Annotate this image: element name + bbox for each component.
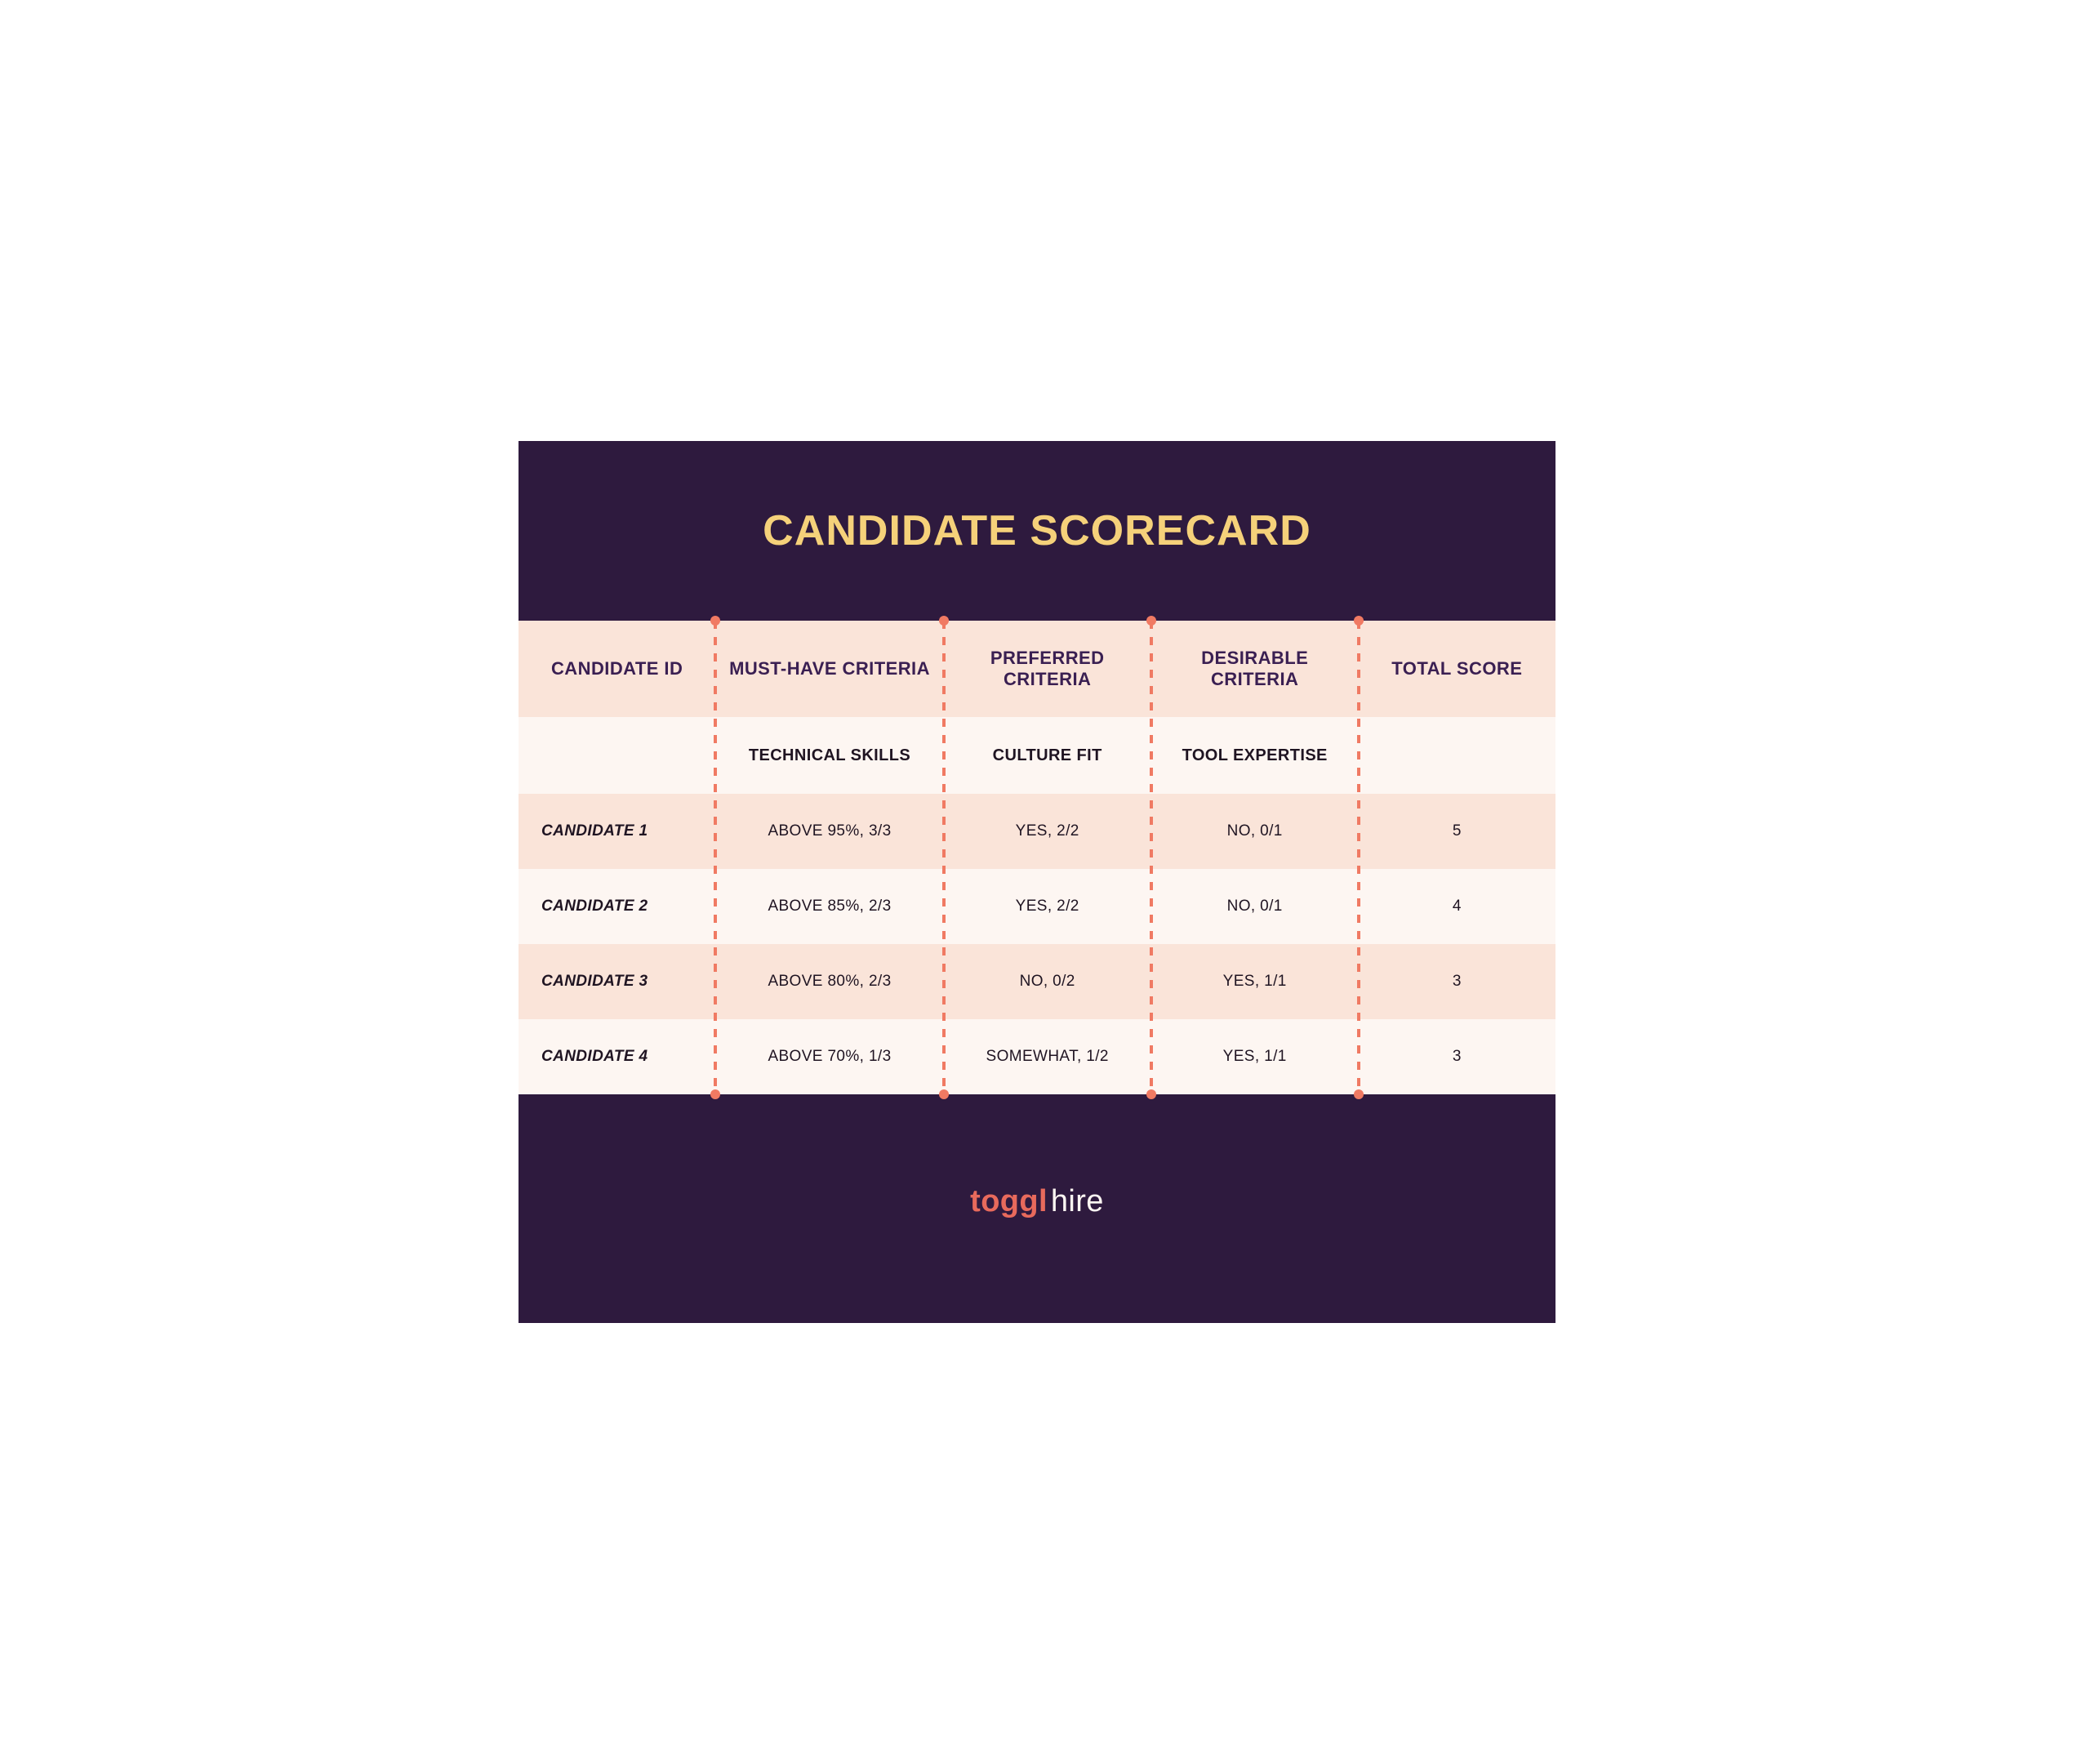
scorecard-table: CANDIDATE ID MUST-HAVE CRITERIA PREFERRE… (518, 621, 1556, 1094)
table-row: CANDIDATE 1ABOVE 95%, 3/3YES, 2/2NO, 0/1… (518, 794, 1556, 869)
subheader-technical-skills: TECHNICAL SKILLS (715, 746, 943, 765)
column-divider (714, 621, 717, 1094)
must-have-cell: ABOVE 95%, 3/3 (715, 822, 943, 840)
candidate-id-cell: CANDIDATE 2 (518, 898, 715, 915)
col-header-total-score: TOTAL SCORE (1359, 658, 1556, 679)
column-divider (942, 621, 946, 1094)
table-row: CANDIDATE 4ABOVE 70%, 1/3SOMEWHAT, 1/2YE… (518, 1019, 1556, 1094)
preferred-cell: SOMEWHAT, 1/2 (944, 1048, 1151, 1066)
col-header-desirable: DESIRABLE CRITERIA (1151, 648, 1359, 690)
candidate-id-cell: CANDIDATE 4 (518, 1048, 715, 1066)
page-title: CANDIDATE SCORECARD (518, 506, 1556, 555)
scorecard-infographic: CANDIDATE SCORECARD CANDIDATE ID MUST-HA… (518, 441, 1556, 1323)
col-header-preferred: PREFERRED CRITERIA (944, 648, 1151, 690)
candidate-id-cell: CANDIDATE 1 (518, 822, 715, 840)
total-score-cell: 5 (1359, 822, 1556, 840)
table-row: CANDIDATE 3ABOVE 80%, 2/3NO, 0/2YES, 1/1… (518, 944, 1556, 1019)
desirable-cell: NO, 0/1 (1151, 898, 1359, 915)
col-header-must-have: MUST-HAVE CRITERIA (715, 658, 943, 679)
desirable-cell: YES, 1/1 (1151, 1048, 1359, 1066)
preferred-cell: YES, 2/2 (944, 898, 1151, 915)
must-have-cell: ABOVE 85%, 2/3 (715, 898, 943, 915)
subheader-culture-fit: CULTURE FIT (944, 746, 1151, 765)
subheader-tool-expertise: TOOL EXPERTISE (1151, 746, 1359, 765)
table-subheader-row: TECHNICAL SKILLS CULTURE FIT TOOL EXPERT… (518, 717, 1556, 794)
must-have-cell: ABOVE 80%, 2/3 (715, 973, 943, 991)
desirable-cell: NO, 0/1 (1151, 822, 1359, 840)
logo-brand: toggl (970, 1184, 1048, 1218)
preferred-cell: NO, 0/2 (944, 973, 1151, 991)
preferred-cell: YES, 2/2 (944, 822, 1151, 840)
table-body: CANDIDATE 1ABOVE 95%, 3/3YES, 2/2NO, 0/1… (518, 794, 1556, 1094)
total-score-cell: 3 (1359, 973, 1556, 991)
footer-logo: togglhire (518, 1184, 1556, 1219)
total-score-cell: 4 (1359, 898, 1556, 915)
table-header-row: CANDIDATE ID MUST-HAVE CRITERIA PREFERRE… (518, 621, 1556, 717)
logo-sub: hire (1051, 1184, 1104, 1218)
must-have-cell: ABOVE 70%, 1/3 (715, 1048, 943, 1066)
table-row: CANDIDATE 2ABOVE 85%, 2/3YES, 2/2NO, 0/1… (518, 869, 1556, 944)
total-score-cell: 3 (1359, 1048, 1556, 1066)
column-divider (1357, 621, 1360, 1094)
desirable-cell: YES, 1/1 (1151, 973, 1359, 991)
candidate-id-cell: CANDIDATE 3 (518, 973, 715, 991)
column-divider (1150, 621, 1153, 1094)
col-header-candidate-id: CANDIDATE ID (518, 658, 715, 679)
